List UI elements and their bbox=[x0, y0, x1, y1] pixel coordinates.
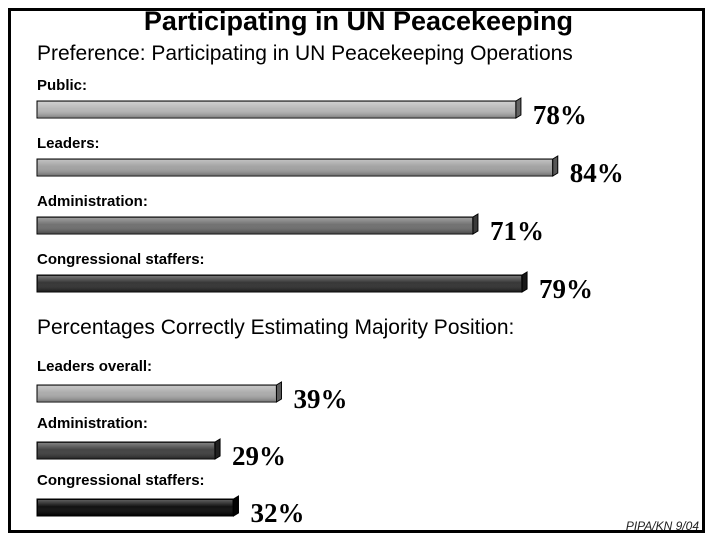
bar bbox=[36, 271, 528, 293]
value-label: 32% bbox=[250, 498, 304, 528]
bar bbox=[36, 381, 282, 403]
value-label: 78% bbox=[533, 100, 587, 130]
value-label: 79% bbox=[539, 274, 593, 304]
bar bbox=[36, 97, 522, 119]
section-2-title: Percentages Correctly Estimating Majorit… bbox=[37, 316, 515, 339]
category-label: Administration: bbox=[37, 415, 148, 432]
category-label: Public: bbox=[37, 77, 87, 94]
bar bbox=[36, 213, 479, 235]
value-label: 39% bbox=[293, 384, 347, 414]
source-footer: PIPA/KN 9/04 bbox=[625, 519, 699, 533]
category-label: Congressional staffers: bbox=[37, 251, 205, 268]
category-label: Administration: bbox=[37, 193, 148, 210]
category-label: Congressional staffers: bbox=[37, 472, 205, 489]
bar bbox=[36, 438, 221, 460]
category-label: Leaders: bbox=[37, 135, 100, 152]
value-label: 71% bbox=[490, 216, 544, 246]
category-label: Leaders overall: bbox=[37, 358, 152, 375]
section-1-title: Preference: Participating in UN Peacekee… bbox=[37, 42, 573, 65]
bar bbox=[36, 155, 559, 177]
chart-title: Participating in UN Peacekeeping bbox=[143, 6, 574, 36]
value-label: 29% bbox=[232, 441, 286, 471]
bar bbox=[36, 495, 239, 517]
value-label: 84% bbox=[570, 158, 624, 188]
